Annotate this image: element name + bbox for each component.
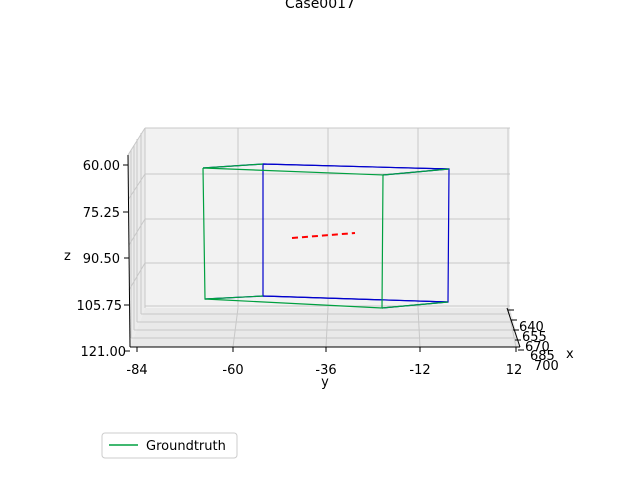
y-tick-label: -36 — [315, 363, 336, 378]
z-tick-label: 75.25 — [83, 206, 120, 221]
z-tick-label: 121.00 — [81, 345, 127, 360]
z-tick-label: 105.75 — [77, 299, 123, 314]
dashed-line — [291, 232, 356, 239]
y-tick-label: -12 — [409, 363, 430, 378]
z-tick-label: 60.00 — [83, 159, 120, 174]
y-axis-label: y — [321, 375, 329, 390]
z-axis-line — [127, 154, 131, 348]
legend-entry-label: Groundtruth — [146, 439, 226, 454]
box-lines — [202, 163, 450, 309]
groundtruth-right-bottom — [381, 301, 449, 309]
y-tick-labels: -84 -60 -36 -12 12 — [126, 363, 522, 378]
groundtruth-bottom-connect — [204, 295, 264, 300]
z-axis-label: z — [64, 249, 71, 264]
y-tick-label: -60 — [222, 363, 243, 378]
grid — [127, 127, 517, 348]
chart-title: Case0017 — [285, 0, 355, 12]
x-axis-label: x — [566, 347, 574, 362]
y-tick-label: -84 — [126, 363, 147, 378]
legend-frame — [101, 432, 238, 459]
x-tick-label: 655 — [522, 330, 547, 345]
x-tick-labels: 640 655 670 685 700 — [519, 320, 559, 374]
legend: Groundtruth — [101, 432, 238, 459]
z-tick-labels: 60.00 75.25 90.50 105.75 121.00 — [77, 159, 127, 360]
x-tick-label: 700 — [534, 359, 559, 374]
x-tick-label: 685 — [530, 349, 555, 364]
groundtruth-top-connect — [202, 163, 264, 169]
y-tick-label: 12 — [506, 363, 523, 378]
x-tick-label: 640 — [519, 320, 544, 335]
groundtruth-right-top — [382, 168, 450, 176]
z-tick-label: 90.50 — [83, 252, 120, 267]
tick-marks — [123, 164, 524, 352]
x-tick-label: 670 — [525, 340, 550, 355]
